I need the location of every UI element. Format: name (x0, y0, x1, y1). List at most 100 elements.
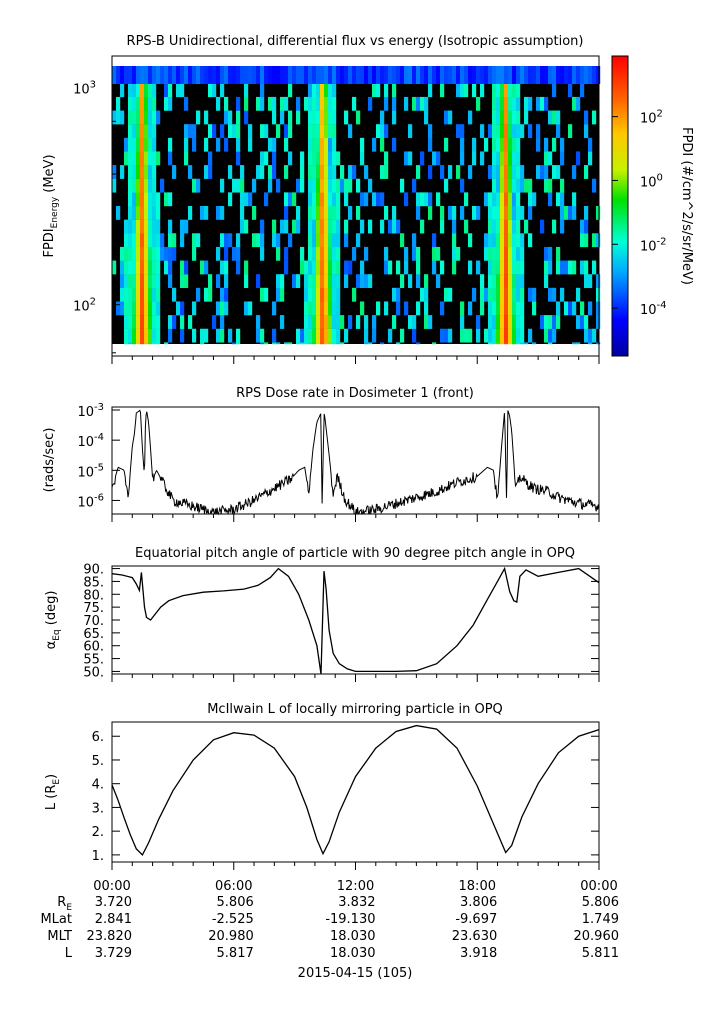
spectrogram-top-band-cell (428, 66, 433, 84)
spectrogram-top-band-cell (312, 66, 317, 84)
spectrogram-cell (324, 315, 329, 329)
spectrogram-cell (368, 96, 373, 111)
spectrogram-cell (136, 178, 141, 193)
spectrogram-cell (520, 287, 525, 302)
spectrogram-cell (140, 274, 145, 289)
spectrogram-cell (148, 165, 153, 179)
x-tick-label: 06:00 (215, 879, 252, 894)
spectrogram-cell (308, 151, 313, 166)
spectrogram-cell (388, 328, 393, 343)
spectrogram-cell (464, 328, 469, 343)
spectrogram-cell (324, 301, 329, 316)
spectrogram-top-band-cell (416, 66, 421, 84)
spectrogram-cell (120, 274, 125, 289)
spectrogram-cell (384, 301, 389, 316)
spectrogram-cell (192, 137, 197, 152)
dose-rate-y-tick-label: 10-6 (77, 492, 104, 510)
spectrogram-cell (140, 315, 145, 329)
spectrogram-cell (144, 274, 149, 289)
spectrogram-cell (320, 192, 325, 207)
spectrogram-cell (492, 342, 497, 345)
spectrogram-cell (544, 274, 549, 289)
spectrogram-top-band-cell (220, 66, 225, 84)
spectrogram-cell (356, 315, 361, 329)
spectrogram-cell (216, 137, 221, 152)
spectrogram-cell (516, 260, 521, 275)
spectrogram-cell (364, 246, 369, 261)
spectrogram-cell (520, 260, 525, 275)
spectrogram-cell (420, 219, 425, 234)
spectrogram-cell (264, 342, 269, 345)
spectrogram-cell (308, 315, 313, 329)
spectrogram-cell (236, 110, 241, 125)
spectrogram-cell (592, 178, 597, 193)
spectrogram-cell (148, 342, 153, 345)
spectrogram-top-band-cell (456, 66, 461, 84)
spectrogram-cell (580, 233, 585, 248)
spectrogram-cell (496, 165, 501, 179)
spectrogram-cell (532, 342, 537, 345)
spectrogram-top-band-cell (492, 66, 497, 84)
spectrogram-cell (492, 137, 497, 152)
spectrogram-cell (552, 137, 557, 152)
spectrogram-cell (124, 328, 129, 343)
spectrogram-cell (408, 315, 413, 329)
spectrogram-cell (128, 233, 133, 248)
spectrogram-cell (392, 83, 397, 98)
spectrogram-cell (552, 328, 557, 343)
spectrogram-cell (144, 178, 149, 193)
spectrogram-top-band-cell (476, 66, 481, 84)
spectrogram-cell (392, 96, 397, 111)
spectrogram-cell (580, 219, 585, 234)
spectrogram-cell (284, 192, 289, 207)
spectrogram-top-band-cell (120, 66, 125, 84)
spectrogram-cell (156, 274, 161, 289)
spectrogram-cell (272, 165, 277, 179)
spectrogram-top-band-cell (208, 66, 213, 84)
spectrogram-cell (516, 96, 521, 111)
spectrogram-cell (364, 315, 369, 329)
spectrogram-cell (356, 110, 361, 125)
spectrogram-cell (432, 233, 437, 248)
spectrogram-cell (292, 192, 297, 207)
spectrogram-cell (144, 192, 149, 207)
ephemeris-value: 3.806 (460, 895, 497, 910)
spectrogram-cell (144, 301, 149, 316)
spectrogram-cell (584, 260, 589, 275)
spectrogram-cell (596, 342, 601, 345)
spectrogram-cell (412, 315, 417, 329)
spectrogram-cell (204, 165, 209, 179)
spectrogram-cell (316, 260, 321, 275)
spectrogram-cell (516, 165, 521, 179)
spectrogram-cell (128, 287, 133, 302)
spectrogram-cell (520, 233, 525, 248)
spectrogram-cell (548, 328, 553, 343)
spectrogram-cell (512, 124, 517, 139)
spectrogram-cell (492, 83, 497, 98)
spectrogram-cell (296, 178, 301, 193)
spectrogram-top-band-cell (112, 66, 117, 84)
spectrogram-cell (456, 83, 461, 98)
spectrogram-cell (304, 96, 309, 111)
spectrogram-cell (344, 192, 349, 207)
spectrogram-cell (208, 165, 213, 179)
spectrogram-cell (148, 192, 153, 207)
spectrogram-cell (128, 315, 133, 329)
spectrogram-cell (128, 342, 133, 345)
spectrogram-cell (192, 246, 197, 261)
spectrogram-cell (452, 219, 457, 234)
spectrogram-cell (328, 246, 333, 261)
spectrogram-top-band-cell (500, 66, 505, 84)
spectrogram-top-band-cell (356, 66, 361, 84)
spectrogram-cell (520, 315, 525, 329)
spectrogram-top-band-cell (196, 66, 201, 84)
spectrogram-cell (148, 315, 153, 329)
spectrogram-cell (480, 274, 485, 289)
spectrogram-cell (144, 260, 149, 275)
spectrogram-cell (220, 260, 225, 275)
spectrogram-cell (324, 110, 329, 125)
spectrogram-cell (124, 260, 129, 275)
spectrogram-cell (220, 287, 225, 302)
spectrogram-cell (428, 315, 433, 329)
spectrogram-cell (164, 342, 169, 345)
